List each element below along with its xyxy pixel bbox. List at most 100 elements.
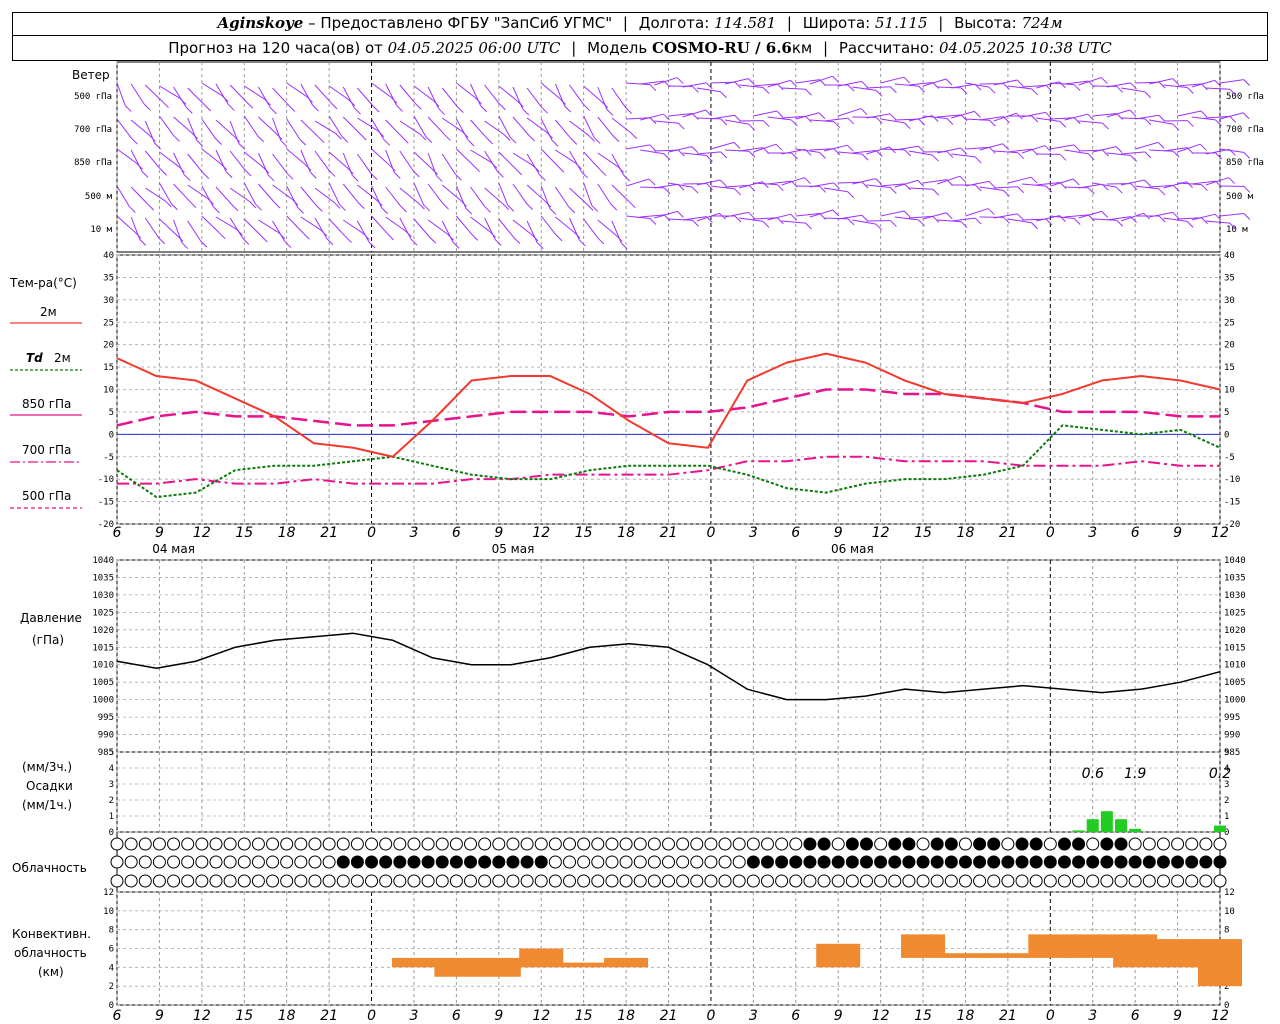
cloud-cover-circle xyxy=(1029,837,1043,851)
wind-barb xyxy=(243,218,262,237)
x-tick-label-temp: 0 xyxy=(367,525,376,541)
y-tick-left: 4 xyxy=(109,963,114,973)
cloud-cover-circle xyxy=(859,837,873,851)
cloud-cover-circle xyxy=(888,837,902,851)
y-tick-left: 20 xyxy=(103,341,114,351)
cloud-cover-circle xyxy=(138,837,152,851)
y-tick-left: 995 xyxy=(98,713,114,723)
wind-barb xyxy=(314,120,336,134)
wind-barb xyxy=(1106,109,1130,118)
wind-barb xyxy=(668,218,693,221)
y-tick-left: 35 xyxy=(103,273,114,283)
x-tick-label-temp: 18 xyxy=(617,525,635,541)
cloud-cover-circle xyxy=(336,855,350,869)
wind-barb-feather xyxy=(381,207,389,215)
wind-barb-feather xyxy=(1044,145,1052,152)
cloud-cover-circle xyxy=(845,874,859,888)
wind-barb-feather xyxy=(918,145,925,153)
wind-barb-feather xyxy=(860,108,868,115)
model-label: Модель xyxy=(587,39,648,57)
wind-barb xyxy=(781,220,806,224)
y-tick-left: 1010 xyxy=(92,661,114,671)
wind-barb-feather xyxy=(515,168,523,176)
x-tick-label-temp: 3 xyxy=(410,525,419,541)
x-tick-label-bottom: 9 xyxy=(155,1008,164,1024)
wind-barb xyxy=(1092,218,1117,221)
wind-barb xyxy=(498,85,518,102)
wind-barb-feather xyxy=(419,133,427,141)
wind-barb-feather xyxy=(1172,150,1180,158)
y-tick-right: 40 xyxy=(1224,251,1235,261)
wind-barb xyxy=(894,179,918,188)
cloud-cover-circle xyxy=(817,855,831,869)
wind-level-right: 500 м xyxy=(1226,192,1254,202)
wind-barb-feather xyxy=(1158,188,1166,196)
x-tick-label-temp: 15 xyxy=(235,525,253,541)
wind-barb-feather xyxy=(610,203,618,211)
cloud-cover-circle xyxy=(732,855,746,869)
cloud-cover-circle xyxy=(407,874,421,888)
x-tick-label-bottom: 15 xyxy=(575,1008,593,1024)
conv-cloud-bar xyxy=(519,948,564,968)
cloud-cover-circle xyxy=(1072,837,1086,851)
wind-barb-feather xyxy=(946,118,954,125)
wind-barb-feather xyxy=(1130,183,1138,190)
wind-barb-feather xyxy=(1045,112,1052,119)
wind-barb-feather xyxy=(960,221,968,229)
wind-barb xyxy=(880,76,905,84)
cloud-cover-circle xyxy=(435,837,449,851)
wind-barb xyxy=(809,148,834,151)
wind-barb xyxy=(512,183,528,204)
wind-barb xyxy=(342,219,364,234)
y-tick-left: 3 xyxy=(109,780,114,790)
cloud-cover-circle xyxy=(662,837,675,851)
y-tick-right: 1 xyxy=(1224,812,1229,822)
wind-barb xyxy=(201,82,223,97)
cloud-cover-circle xyxy=(902,874,916,888)
precip-3h-label: 0.2 xyxy=(1209,766,1231,782)
series-t850-line xyxy=(116,388,1220,427)
wind-barb xyxy=(1120,87,1145,93)
wind-barb-feather xyxy=(351,174,359,182)
wind-barb-feather xyxy=(354,107,361,115)
wind-barb xyxy=(526,184,546,202)
wind-barb xyxy=(696,212,720,222)
wind-barb-feather xyxy=(1058,81,1066,89)
cloud-cover-circle xyxy=(676,874,690,888)
cloud-cover-circle xyxy=(775,837,789,851)
cloud-cover-circle xyxy=(251,855,265,869)
wind-barb-feather xyxy=(625,107,633,115)
wind-barb xyxy=(1191,116,1216,121)
wind-barb xyxy=(710,141,735,150)
wind-barb xyxy=(243,85,265,100)
wind-barb-feather xyxy=(581,171,588,179)
wind-barb xyxy=(724,78,749,85)
x-tick-label-bottom: 6 xyxy=(791,1008,800,1024)
cloud-cover-circle xyxy=(181,874,195,888)
wind-barb xyxy=(753,110,777,117)
wind-barb-feather xyxy=(1144,118,1152,126)
wind-barb-feather xyxy=(249,201,257,209)
x-tick-label-bottom: 15 xyxy=(914,1008,932,1024)
wind-level-left: 500 м xyxy=(85,192,113,202)
cloud-cover-circle xyxy=(110,837,124,851)
wind-barb xyxy=(1050,82,1075,86)
x-tick-label-bottom: 3 xyxy=(410,1008,419,1024)
wind-barb-feather xyxy=(339,204,346,211)
cloud-cover-circle xyxy=(124,874,138,888)
wind-barb-feather xyxy=(341,135,349,143)
wind-barb xyxy=(1007,176,1032,184)
cloud-cover-circle xyxy=(987,874,1001,888)
wind-barb xyxy=(116,185,130,207)
wind-barb xyxy=(455,185,467,209)
wind-barb xyxy=(1021,111,1046,118)
wind-barb-feather xyxy=(588,135,596,142)
cloud-cover-circle xyxy=(280,855,294,869)
wind-barb xyxy=(894,83,919,87)
wind-barb-feather xyxy=(1003,189,1010,197)
cloud-cover-circle xyxy=(1100,837,1114,851)
wind-barb xyxy=(215,119,235,137)
wind-barb-feather xyxy=(1243,186,1251,193)
wind-barb-feather xyxy=(819,186,827,193)
wind-barb-feather xyxy=(960,87,968,95)
